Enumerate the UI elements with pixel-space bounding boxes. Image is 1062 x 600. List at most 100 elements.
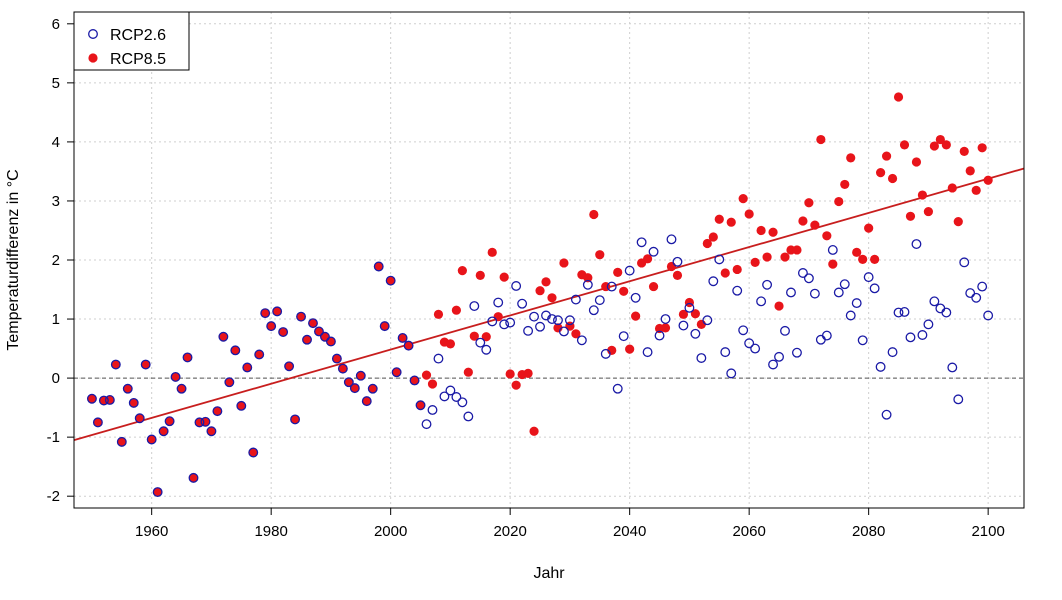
- rcp26-point: [188, 472, 199, 483]
- rcp85-point: [266, 321, 276, 331]
- rcp26-point: [600, 348, 611, 359]
- x-tick-label: 2080: [852, 523, 885, 540]
- rcp85-point: [917, 190, 928, 200]
- rcp26-point: [373, 261, 384, 272]
- rcp85-point: [876, 168, 886, 178]
- rcp26-point: [176, 383, 187, 394]
- rcp26-point: [325, 336, 336, 347]
- rcp26-point: [797, 268, 808, 278]
- rcp85-point: [242, 362, 252, 373]
- rcp85-point: [403, 341, 414, 351]
- rcp26-point: [786, 287, 796, 298]
- rcp26-point: [911, 239, 922, 250]
- rcp26-point: [427, 405, 438, 415]
- rcp85-point: [666, 261, 677, 272]
- rcp26-point: [708, 276, 719, 287]
- rcp85-point: [858, 254, 868, 265]
- rcp26-point: [355, 370, 366, 381]
- rcp26-point: [714, 254, 725, 265]
- rcp85-point: [678, 309, 689, 319]
- rcp26-point: [385, 275, 396, 286]
- rcp85-point: [129, 398, 139, 408]
- rcp26-point: [170, 371, 181, 382]
- rcp26-point: [343, 377, 354, 388]
- series-rcp85-points: [87, 92, 993, 497]
- rcp85-point: [87, 394, 97, 404]
- rcp26-point: [104, 394, 115, 405]
- rcp85-point: [272, 306, 282, 316]
- rcp26-point: [606, 281, 617, 292]
- rcp85-point: [332, 354, 342, 364]
- rcp26-point: [451, 392, 462, 402]
- rcp26-point: [475, 337, 486, 348]
- rcp85-point: [164, 416, 175, 426]
- rcp26-point: [98, 395, 109, 406]
- rcp85-point: [123, 384, 133, 394]
- rcp26-point: [762, 279, 773, 290]
- rcp85-point: [816, 134, 826, 145]
- rcp85-point: [290, 414, 300, 425]
- rcp26-point: [200, 416, 211, 427]
- rcp85-point: [935, 134, 945, 145]
- rcp26-point: [529, 311, 540, 322]
- rcp26-point: [809, 288, 820, 299]
- x-tick-label: 2000: [374, 523, 407, 540]
- rcp26-point: [845, 310, 856, 321]
- rcp26-point: [236, 400, 247, 411]
- rcp85-point: [893, 92, 904, 102]
- rcp26-point: [774, 351, 784, 362]
- rcp85-point: [392, 367, 402, 377]
- rcp85-point: [959, 146, 969, 156]
- rcp85-point: [828, 259, 838, 269]
- rcp26-point: [445, 385, 456, 396]
- rcp26-point: [397, 332, 408, 343]
- rcp85-point: [864, 223, 874, 233]
- rcp85-point: [983, 175, 993, 185]
- rcp26-point: [499, 319, 510, 330]
- rcp26-point: [654, 330, 665, 341]
- rcp26-point: [792, 347, 802, 358]
- rcp85-point: [619, 286, 629, 296]
- rcp85-point: [386, 276, 396, 286]
- rcp85-point: [947, 183, 957, 193]
- x-axis-title: Jahr: [533, 565, 565, 582]
- y-tick-label: 5: [52, 75, 60, 92]
- rcp85-point: [481, 332, 491, 342]
- rcp26-point: [905, 332, 916, 343]
- rcp85-point: [260, 308, 270, 318]
- rcp26-point: [493, 297, 504, 308]
- rcp26-point: [935, 303, 946, 314]
- rcp26-point: [517, 298, 528, 309]
- rcp26-point: [744, 338, 755, 349]
- rcp26-point: [672, 256, 683, 267]
- rcp26-point: [337, 363, 348, 374]
- rcp85-point: [529, 426, 539, 436]
- rcp85-point: [613, 267, 623, 277]
- rcp85-point: [899, 140, 910, 150]
- rcp26-point: [319, 331, 330, 342]
- y-axis: -2 -1 0 1 2 3 4 5 6: [47, 16, 74, 505]
- rcp26-point: [618, 331, 629, 342]
- rcp26-point: [230, 345, 241, 356]
- rcp85-point: [977, 143, 987, 153]
- rcp26-point: [917, 330, 928, 340]
- rcp26-point: [367, 383, 378, 394]
- rcp26-point: [266, 321, 277, 332]
- rcp26-point: [409, 375, 420, 386]
- rcp26-point: [182, 352, 193, 363]
- rcp26-point: [582, 279, 593, 290]
- rcp85-point: [206, 426, 217, 436]
- rcp85-point: [170, 372, 181, 382]
- rcp26-point: [821, 330, 832, 341]
- rcp26-point: [666, 234, 677, 245]
- legend-label-rcp85: RCP8.5: [110, 51, 166, 68]
- rcp85-point: [923, 206, 934, 217]
- rcp85-point: [852, 247, 862, 257]
- rcp26-point: [690, 328, 701, 339]
- rcp26-point: [194, 417, 205, 428]
- rcp85-point: [457, 266, 467, 276]
- rcp26-point: [648, 246, 659, 257]
- rcp26-point: [756, 296, 767, 307]
- rcp85-point: [804, 198, 814, 208]
- rcp26-point: [379, 321, 390, 332]
